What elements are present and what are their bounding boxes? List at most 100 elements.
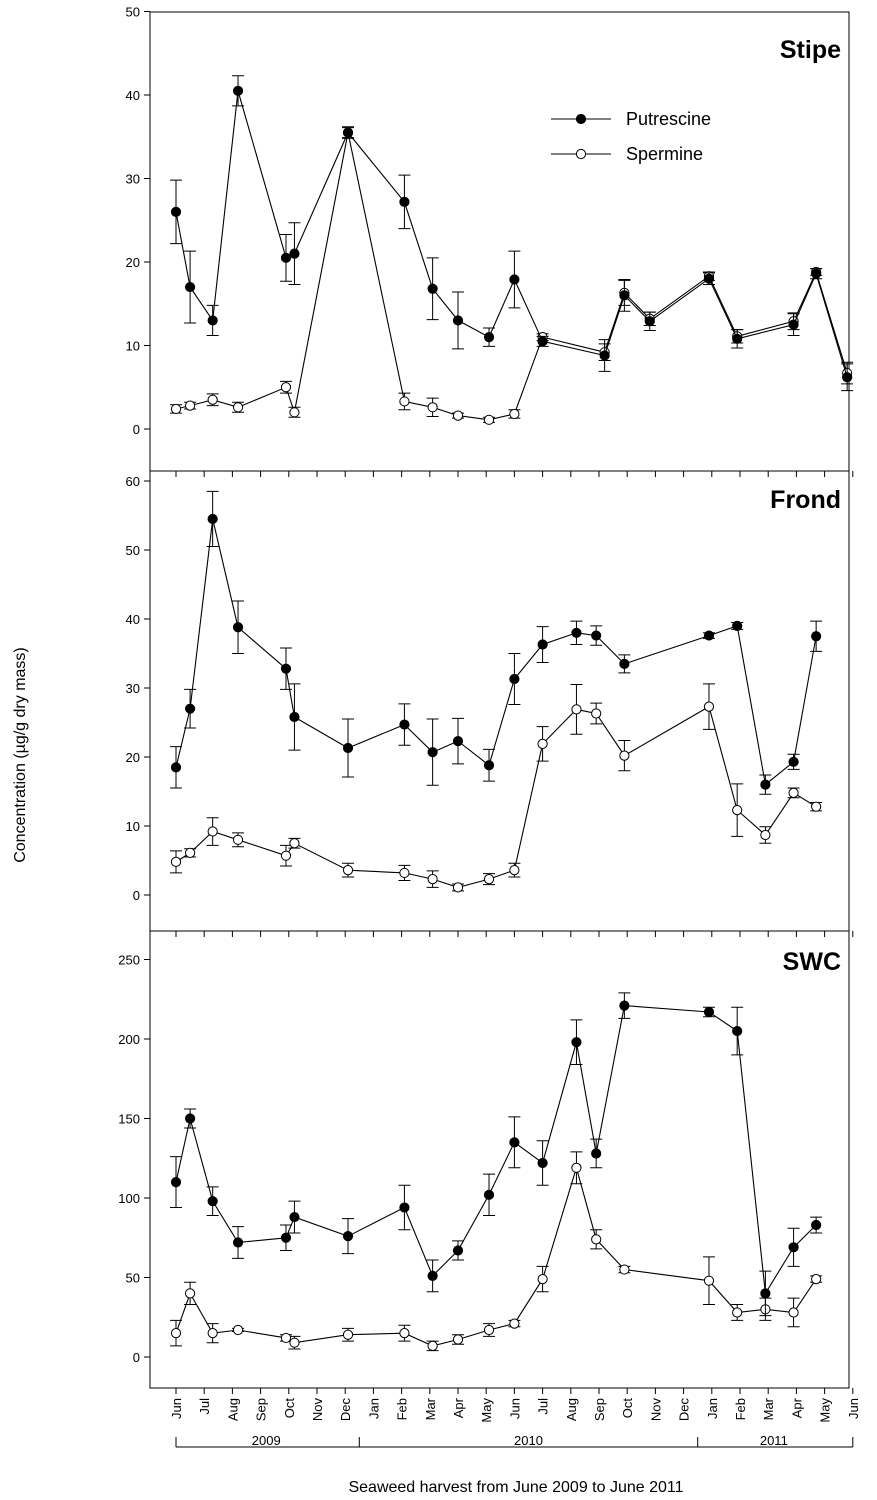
month-label: Dec: [677, 1398, 692, 1422]
swc-putrescine-point: [427, 1270, 438, 1282]
frond-spermine-point: [571, 704, 582, 715]
frond-y-tick-label: 10: [126, 819, 140, 834]
stipe-putrescine-point: [427, 283, 438, 294]
month-label: Jun: [507, 1398, 522, 1419]
stipe-spermine-point: [289, 407, 300, 418]
swc-putrescine-line: [175, 1005, 817, 1296]
stipe-spermine-point: [185, 400, 196, 411]
month-label: Feb: [395, 1398, 410, 1420]
stipe-spermine-point: [509, 408, 520, 420]
swc-spermine-point: [289, 1337, 300, 1348]
stipe-y-tick-label: 30: [126, 172, 140, 187]
frond-putrescine-line: [175, 518, 817, 786]
year-label-2011: 2011: [760, 1433, 788, 1448]
frond-putrescine-point: [788, 756, 799, 767]
swc-y-tick-label: 250: [118, 953, 140, 968]
swc-y-tick-label: 50: [126, 1271, 140, 1286]
swc-spermine-point: [232, 1324, 244, 1336]
swc-putrescine-point: [760, 1288, 771, 1299]
month-label: Aug: [225, 1398, 240, 1421]
frond-putrescine-point: [591, 630, 602, 641]
swc-spermine-point: [399, 1328, 410, 1339]
swc-spermine-line: [175, 1165, 817, 1347]
frond-spermine-point: [619, 750, 630, 761]
swc-spermine-point: [788, 1307, 799, 1318]
stipe-spermine-point: [232, 402, 244, 413]
swc-spermine-point: [185, 1288, 196, 1299]
frond-spermine-point: [732, 805, 743, 816]
stipe-putrescine-point: [788, 319, 799, 330]
swc-plot-frame: [149, 930, 850, 1389]
legend-spermine-label: Spermine: [626, 144, 703, 164]
swc-spermine-point: [342, 1329, 354, 1340]
swc-spermine-point: [703, 1275, 715, 1286]
stipe-putrescine-point: [842, 372, 853, 383]
swc-putrescine-series: [170, 992, 823, 1317]
swc-putrescine-point: [452, 1245, 464, 1256]
stipe-spermine-point: [280, 382, 292, 393]
stipe-y-tick-label: 20: [126, 255, 140, 270]
stipe-putrescine-point: [289, 248, 300, 259]
month-label: May: [818, 1398, 833, 1423]
frond-plot-frame: [149, 470, 850, 932]
frond-putrescine-point: [452, 736, 464, 747]
month-label: Jan: [366, 1398, 381, 1419]
legend: Putrescine Spermine: [551, 109, 711, 164]
swc-panel: 0 50 100 150 200 250 SWC: [118, 930, 854, 1389]
stipe-putrescine-point: [537, 336, 548, 347]
swc-y-tick-label: 200: [118, 1032, 140, 1047]
frond-putrescine-point: [619, 658, 630, 669]
stipe-putrescine-point: [703, 273, 715, 284]
swc-putrescine-point: [399, 1202, 410, 1213]
swc-y-tick-label: 0: [133, 1350, 140, 1365]
frond-spermine-point: [703, 701, 715, 712]
stipe-putrescine-point: [232, 85, 244, 96]
swc-putrescine-point: [509, 1137, 520, 1148]
frond-spermine-point: [427, 874, 438, 885]
stipe-panel-title: Stipe: [780, 36, 841, 64]
stipe-y-tick-label: 40: [126, 88, 140, 103]
frond-spermine-point: [232, 834, 244, 845]
frond-putrescine-point: [483, 760, 495, 771]
frond-spermine-point: [399, 867, 410, 879]
frond-putrescine-point: [427, 747, 438, 758]
frond-putrescine-point: [703, 630, 715, 641]
swc-putrescine-point: [289, 1211, 300, 1223]
swc-spermine-series: [170, 1151, 823, 1352]
frond-putrescine-point: [399, 719, 410, 730]
frond-spermine-point: [342, 865, 354, 876]
month-label: Sep: [254, 1398, 269, 1421]
legend-putrescine-marker: [575, 113, 587, 125]
month-label: Jul: [536, 1398, 551, 1415]
frond-panel: 0 10 20 30 40 50 60 Frond: [126, 470, 854, 932]
frond-putrescine-point: [289, 711, 300, 723]
swc-putrescine-point: [788, 1242, 799, 1253]
month-label: Apr: [789, 1397, 804, 1418]
stipe-spermine-point: [427, 402, 438, 413]
stipe-putrescine-point: [185, 281, 196, 293]
frond-spermine-point: [207, 826, 218, 837]
frond-y-tick-label: 20: [126, 750, 140, 765]
month-label: Mar: [761, 1397, 776, 1420]
frond-y-tick-label: 0: [133, 888, 140, 903]
stipe-putrescine-point: [509, 274, 520, 285]
swc-putrescine-point: [732, 1025, 743, 1037]
frond-spermine-point: [760, 829, 771, 841]
frond-putrescine-point: [760, 779, 771, 790]
swc-spermine-point: [427, 1340, 438, 1351]
stipe-y-tick-label: 0: [133, 422, 140, 437]
swc-putrescine-point: [703, 1006, 715, 1018]
frond-putrescine-point: [732, 620, 743, 632]
frond-putrescine-point: [232, 622, 244, 633]
frond-spermine-point: [483, 874, 495, 885]
swc-panel-title: SWC: [783, 948, 841, 976]
swc-putrescine-point: [342, 1231, 354, 1242]
swc-spermine-point: [509, 1318, 520, 1329]
stipe-putrescine-point: [399, 196, 410, 207]
swc-y-tick-label: 100: [118, 1191, 140, 1206]
stipe-putrescine-point: [811, 268, 822, 279]
stipe-putrescine-point: [170, 206, 182, 217]
swc-spermine-point: [619, 1264, 630, 1275]
month-label: Jun: [169, 1398, 184, 1419]
